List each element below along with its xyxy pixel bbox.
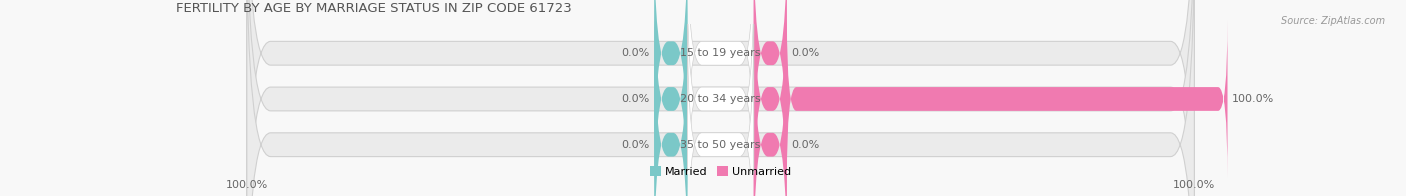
Legend: Married, Unmarried: Married, Unmarried (645, 161, 796, 181)
FancyBboxPatch shape (247, 0, 1194, 196)
FancyBboxPatch shape (754, 0, 787, 196)
Text: 0.0%: 0.0% (621, 94, 650, 104)
Text: 0.0%: 0.0% (792, 48, 820, 58)
FancyBboxPatch shape (247, 0, 1194, 196)
Text: 0.0%: 0.0% (792, 140, 820, 150)
FancyBboxPatch shape (654, 19, 688, 196)
FancyBboxPatch shape (787, 19, 1227, 179)
FancyBboxPatch shape (688, 0, 754, 196)
FancyBboxPatch shape (654, 0, 688, 196)
Text: Source: ZipAtlas.com: Source: ZipAtlas.com (1281, 16, 1385, 26)
FancyBboxPatch shape (754, 0, 787, 179)
FancyBboxPatch shape (688, 0, 754, 179)
Text: 20 to 34 years: 20 to 34 years (681, 94, 761, 104)
FancyBboxPatch shape (654, 0, 688, 179)
Text: 15 to 19 years: 15 to 19 years (681, 48, 761, 58)
Text: 35 to 50 years: 35 to 50 years (681, 140, 761, 150)
Text: FERTILITY BY AGE BY MARRIAGE STATUS IN ZIP CODE 61723: FERTILITY BY AGE BY MARRIAGE STATUS IN Z… (176, 2, 571, 15)
FancyBboxPatch shape (754, 19, 787, 196)
Text: 0.0%: 0.0% (621, 48, 650, 58)
FancyBboxPatch shape (247, 0, 1194, 196)
Text: 0.0%: 0.0% (621, 140, 650, 150)
Text: 100.0%: 100.0% (1232, 94, 1274, 104)
FancyBboxPatch shape (688, 19, 754, 196)
